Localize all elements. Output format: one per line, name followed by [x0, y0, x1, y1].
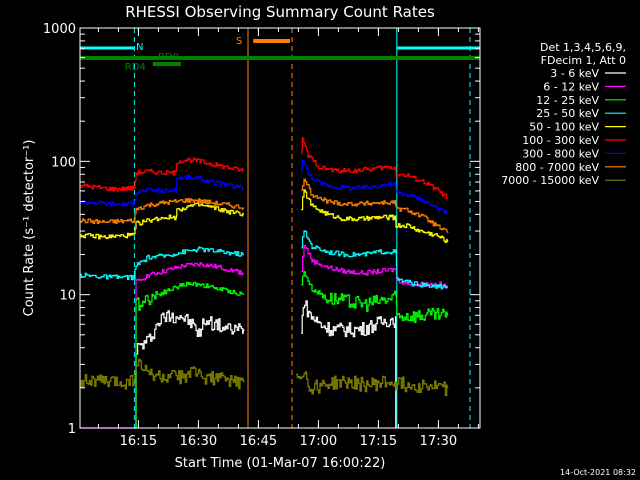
- legend-entry-5: 100 - 300 keV: [522, 134, 599, 147]
- series-line-7-1: [301, 178, 449, 234]
- legend-entry-8: 7000 - 15000 keV: [501, 174, 599, 187]
- series-line-8-1: [296, 371, 449, 397]
- x-tick-label-0: 16:15: [120, 434, 157, 449]
- axes: 16:15 16:30 16:45 17:00 17:15 17:30 1 10 100 1000: [43, 22, 480, 449]
- y-axis-label: Count Rate (s⁻¹ detector⁻¹): [22, 140, 37, 317]
- x-tick-label-2: 16:45: [240, 434, 277, 449]
- x-tick-label-1: 16:30: [180, 434, 217, 449]
- series-line-5-0: [80, 157, 245, 192]
- y-tick-label-1: 10: [59, 289, 76, 304]
- series-line-4-0: [80, 202, 245, 240]
- series-line-6-1: [301, 160, 449, 215]
- legend-entry-6: 300 - 800 keV: [522, 147, 599, 160]
- x-axis-label: Start Time (01-Mar-07 16:00:22): [175, 456, 386, 471]
- series-line-0-1: [301, 300, 397, 429]
- footer-timestamp: 14-Oct-2021 08:32: [560, 468, 636, 477]
- state-bar-label-n: N: [136, 42, 143, 53]
- state-bar-label-s: S: [236, 36, 242, 47]
- series-line-8-0: [80, 358, 245, 390]
- series-lines: [80, 137, 449, 429]
- legend: Det 1,3,4,5,6,9,FDecim 1, Att 03 - 6 keV…: [501, 41, 626, 187]
- x-tick-label-4: 17:15: [360, 434, 397, 449]
- series-line-7-0: [80, 198, 245, 224]
- series-line-3-1: [301, 230, 449, 290]
- series-line-2-1: [301, 271, 449, 323]
- state-bar-label-rd4: RD4: [125, 62, 146, 73]
- chart-title: RHESSI Observing Summary Count Rates: [125, 3, 435, 21]
- legend-entry-2: 12 - 25 keV: [536, 94, 599, 107]
- series-line-2-0: [134, 281, 245, 429]
- legend-header-1: FDecim 1, Att 0: [541, 54, 626, 67]
- y-tick-label-2: 100: [51, 155, 76, 170]
- legend-header-0: Det 1,3,4,5,6,9,: [540, 41, 626, 54]
- series-line-4-1: [301, 189, 449, 243]
- x-tick-label-3: 17:00: [300, 434, 337, 449]
- series-line-5-1: [301, 137, 449, 200]
- series-line-0-0: [134, 310, 245, 429]
- series-line-6-0: [80, 174, 245, 207]
- series-line-3-0: [80, 246, 245, 281]
- plot-frame: [79, 27, 481, 429]
- legend-entry-4: 50 - 100 keV: [529, 121, 599, 134]
- x-tick-label-5: 17:30: [420, 434, 457, 449]
- state-bar-label-rd0: RD0: [158, 52, 179, 63]
- legend-entry-7: 800 - 7000 keV: [515, 161, 599, 174]
- legend-entry-0: 3 - 6 keV: [550, 67, 599, 80]
- state-bars: N RD0 RD4 S: [80, 36, 480, 73]
- legend-entry-1: 6 - 12 keV: [543, 80, 599, 93]
- legend-entry-3: 25 - 50 keV: [536, 107, 599, 120]
- y-tick-label-0: 1: [68, 422, 76, 437]
- y-tick-label-3: 1000: [43, 22, 76, 37]
